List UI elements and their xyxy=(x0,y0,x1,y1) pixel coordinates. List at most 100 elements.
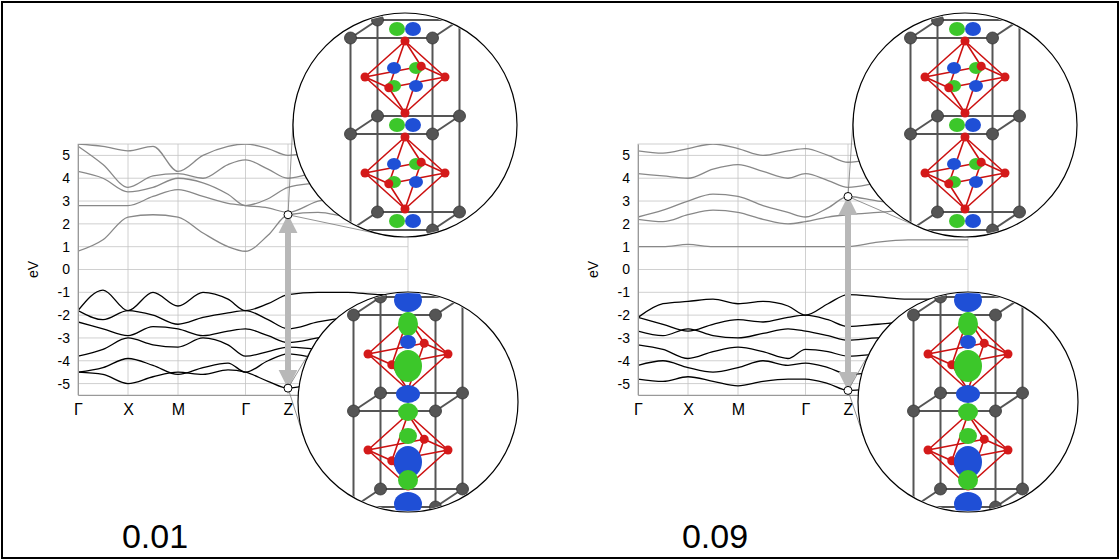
metal-atom xyxy=(935,291,947,303)
orbital-lobe xyxy=(396,385,420,403)
inset-circle xyxy=(858,292,1078,512)
panel: ΓXMΓZ-5-4-3-2-1012345eV0.01 xyxy=(25,13,518,555)
orbital-lobe xyxy=(387,158,401,170)
orbital-lobe xyxy=(389,214,405,228)
oxygen-atom xyxy=(401,205,410,214)
orbital-lobe xyxy=(958,312,978,336)
orbital-lobe xyxy=(965,22,981,36)
axis-line xyxy=(78,145,79,396)
metal-atom xyxy=(454,14,466,26)
metal-atom xyxy=(430,501,442,513)
octahedron-edge xyxy=(965,137,1005,173)
oxygen-atom xyxy=(924,446,933,455)
tick-label: 2 xyxy=(622,216,630,232)
tick: 1 xyxy=(62,239,78,255)
orbital-lobe xyxy=(969,176,983,188)
tick: 5 xyxy=(62,147,78,163)
metal-atom xyxy=(908,405,920,417)
oxygen-atom xyxy=(420,435,429,444)
tick: M xyxy=(172,395,185,418)
orbital-lobe xyxy=(400,335,416,349)
tick: -2 xyxy=(58,307,78,323)
panel-title: 0.01 xyxy=(122,517,188,555)
tick-label: Γ xyxy=(242,401,251,418)
metal-atom xyxy=(372,110,384,122)
oxygen-atom xyxy=(1001,73,1010,82)
tick-label: -2 xyxy=(618,307,631,323)
tick-label: 5 xyxy=(622,147,630,163)
tick: -4 xyxy=(618,353,638,369)
oxygen-atom xyxy=(364,350,373,359)
oxygen-atom xyxy=(444,350,453,359)
oxygen-atom xyxy=(924,350,933,359)
cell-edge xyxy=(914,314,996,316)
metal-atom xyxy=(905,224,917,236)
octahedron-edge xyxy=(368,343,424,354)
tick-label: -5 xyxy=(618,376,631,392)
cell-edge xyxy=(914,410,996,412)
tick: 2 xyxy=(62,216,78,232)
tick: X xyxy=(683,395,694,418)
tick-label: Z xyxy=(844,401,854,418)
y-axis: -5-4-3-2-1012345 xyxy=(58,145,79,396)
oxygen-atom xyxy=(980,435,989,444)
grid-line xyxy=(848,144,849,395)
oxygen-atom xyxy=(384,179,393,188)
metal-atom xyxy=(990,309,1002,321)
tick: -1 xyxy=(58,284,78,300)
cell-edge xyxy=(378,211,460,213)
metal-atom xyxy=(372,14,384,26)
tick: Γ xyxy=(242,395,251,418)
orbital-lobe xyxy=(954,350,982,382)
y-axis-title: eV xyxy=(585,260,601,278)
metal-atom xyxy=(457,291,469,303)
grid-line xyxy=(128,144,129,395)
orbital-lobe xyxy=(954,492,982,516)
tick-label: Γ xyxy=(802,401,811,418)
grid-line xyxy=(805,144,806,395)
orbital-lobe xyxy=(959,428,977,444)
octahedron-edge xyxy=(925,77,965,113)
tick: Γ xyxy=(634,395,643,418)
tick: 4 xyxy=(622,170,638,186)
cell-edge xyxy=(938,115,1020,117)
tick-label: -1 xyxy=(618,284,631,300)
transition-arrow xyxy=(285,224,291,379)
grid-line xyxy=(688,144,689,395)
tick: X xyxy=(123,395,134,418)
oxygen-atom xyxy=(361,169,370,178)
oxygen-atom xyxy=(944,179,953,188)
metal-atom xyxy=(345,224,357,236)
tick-label: X xyxy=(683,401,694,418)
metal-atom xyxy=(427,32,439,44)
metal-atom xyxy=(905,32,917,44)
orbital-lobe xyxy=(399,428,417,444)
tick-label: 4 xyxy=(622,170,630,186)
oxygen-atom xyxy=(401,37,410,46)
tick: Z xyxy=(844,395,854,418)
tick-label: -3 xyxy=(618,330,631,346)
tick-label: -4 xyxy=(618,353,631,369)
tick-label: -2 xyxy=(58,307,71,323)
cell-edge xyxy=(941,392,1023,394)
tick: M xyxy=(732,395,745,418)
tick-label: 0 xyxy=(622,261,630,277)
tick-label: 3 xyxy=(622,193,630,209)
orbital-lobe xyxy=(965,118,981,132)
tick-label: Γ xyxy=(634,401,643,418)
inset-circle xyxy=(298,292,518,512)
tick-label: 5 xyxy=(62,147,70,163)
tick: -4 xyxy=(58,353,78,369)
metal-atom xyxy=(427,224,439,236)
inset xyxy=(293,13,517,237)
orbital-lobe xyxy=(409,80,423,92)
tick: 3 xyxy=(622,193,638,209)
grid-line xyxy=(178,144,179,395)
state-marker xyxy=(844,386,852,394)
octahedron-edge xyxy=(925,173,965,209)
metal-atom xyxy=(987,32,999,44)
metal-atom xyxy=(1014,206,1026,218)
oxygen-atom xyxy=(384,83,393,92)
orbital-lobe xyxy=(398,403,418,421)
tick: 5 xyxy=(622,147,638,163)
